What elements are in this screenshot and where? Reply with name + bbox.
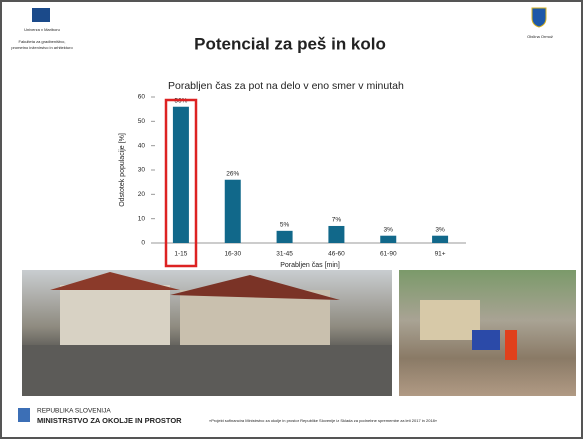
chart-title: Porabljen čas za pot na delo v eno smer …: [168, 80, 404, 92]
y-tick-label: 20: [138, 191, 146, 198]
bar: [276, 230, 293, 243]
value-label: 3%: [435, 226, 445, 233]
slide-title: Potencial za peš in kolo: [194, 34, 386, 53]
x-tick-label: 16-30: [224, 251, 241, 258]
y-tick-label: 50: [138, 118, 146, 125]
country-name: REPUBLIKA SLOVENIJA: [37, 408, 111, 415]
ministry-crest: [18, 408, 30, 422]
photo-roof: [170, 275, 340, 300]
photo-building: [180, 290, 330, 350]
chart: Porabljen čas za pot na delo v eno smer …: [119, 80, 466, 269]
photo-car: [472, 330, 500, 350]
x-tick-label: 46-60: [328, 251, 345, 258]
x-axis-label: Porabljen čas [min]: [280, 262, 340, 269]
y-axis-label: Odstotek populacije [%]: [119, 133, 126, 207]
faculty-name: Fakulteta za gradbeništvo,: [19, 39, 66, 44]
bar: [172, 106, 189, 243]
funding-note: »Projekt sofinancira Ministrstvo za okol…: [209, 418, 438, 423]
value-label: 26%: [226, 170, 239, 177]
bar: [432, 235, 449, 243]
x-tick-label: 91+: [435, 251, 446, 258]
photo-building: [420, 300, 480, 340]
photo-road: [22, 345, 392, 396]
university-name: Univerza v Mariboru: [24, 27, 60, 32]
y-tick-label: 0: [141, 240, 145, 247]
highlight-box: [164, 98, 198, 268]
faculty-name: prometno inženirstvo in arhitekturo: [11, 45, 73, 50]
x-tick-label: 31-45: [276, 251, 293, 258]
x-tick-label: 1-15: [174, 251, 187, 258]
photo-building: [60, 285, 170, 345]
y-tick-label: 40: [138, 142, 146, 149]
municipality-name: Občina Ormož: [527, 34, 553, 39]
bar: [224, 179, 241, 243]
value-label: 3%: [384, 226, 394, 233]
ministry-name: MINISTRSTVO ZA OKOLJE IN PROSTOR: [37, 416, 182, 425]
y-tick-label: 30: [138, 167, 146, 174]
bar: [328, 225, 345, 243]
x-tick-label: 61-90: [380, 251, 397, 258]
bar: [380, 235, 397, 243]
university-logo: [32, 8, 50, 22]
municipality-crest: [531, 7, 547, 28]
y-tick-label: 10: [138, 215, 146, 222]
value-label: 5%: [280, 222, 290, 229]
value-label: 7%: [332, 217, 342, 224]
photo-roof: [50, 272, 180, 290]
photo-cyclist: [505, 330, 517, 360]
y-tick-label: 60: [138, 94, 146, 101]
